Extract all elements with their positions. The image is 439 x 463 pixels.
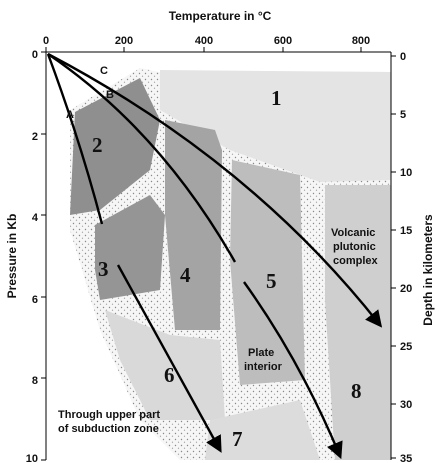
plate-line-2: interior [244,361,283,373]
subduction-annotation: Through upper part of subduction zone [58,409,160,435]
path-lower-left-curve [116,264,222,453]
subduction-line-2: of subduction zone [58,423,159,435]
right-tick-15: 15 [400,225,412,237]
subduction-line-1: Through upper part [58,409,160,421]
plate-line-1: Plate [248,347,274,359]
top-tick-800: 800 [352,35,370,47]
top-tick-400: 400 [195,35,213,47]
left-tick-2: 2 [32,131,38,143]
path-label-c: C [100,65,108,77]
volcanic-line-1: Volcanic [331,227,375,239]
left-tick-10: 10 [26,453,38,463]
left-tick-4: 4 [32,212,39,224]
left-axis-ticks [41,51,46,461]
path-lower-right-curve [243,281,343,460]
left-axis-title: Pressure in Kb [5,214,19,299]
zone-7-area [205,400,320,460]
right-tick-25: 25 [400,341,412,353]
facies-zones [70,68,391,460]
top-axis-title: Temperature in °C [169,9,272,23]
zone-6-area [105,310,225,420]
top-tick-600: 600 [274,35,292,47]
path-c-curve [47,52,383,328]
top-tick-200: 200 [115,35,133,47]
zone-2-area [70,78,160,215]
zone-4-area [165,120,222,330]
left-tick-8: 8 [32,375,38,387]
right-tick-10: 10 [400,167,412,179]
path-label-a: A [66,109,74,121]
right-axis-ticks [391,55,396,459]
zone-label-4: 4 [180,263,191,287]
zone-8-area [325,185,391,460]
zone-label-5: 5 [266,269,277,293]
zone-label-3: 3 [98,257,109,281]
right-tick-5: 5 [400,109,406,121]
zone-5-area [230,160,305,385]
path-label-b: B [106,89,114,101]
path-a-curve [46,53,104,225]
right-tick-30: 30 [400,399,412,411]
right-tick-35: 35 [400,453,412,463]
zone-label-1: 1 [271,86,282,110]
top-tick-0: 0 [43,35,49,47]
zone-3-area [95,195,165,300]
zone-label-7: 7 [232,427,243,451]
volcanic-line-2: plutonic [333,241,376,253]
right-tick-20: 20 [400,283,412,295]
left-tick-6: 6 [32,294,38,306]
right-tick-0: 0 [400,51,406,63]
top-axis-ticks [45,47,362,52]
zone-label-6: 6 [164,363,175,387]
path-b-curve [47,53,237,263]
zone-label-2: 2 [92,133,103,157]
zone-label-8: 8 [351,379,362,403]
left-tick-0: 0 [32,49,38,61]
volcanic-annotation: Volcanic plutonic complex [331,227,379,267]
pt-paths [46,52,383,460]
right-axis-title: Depth in kilometers [421,214,435,326]
plate-annotation: Plate interior [244,347,283,373]
volcanic-line-3: complex [333,255,379,267]
zone-1-area [160,70,391,182]
